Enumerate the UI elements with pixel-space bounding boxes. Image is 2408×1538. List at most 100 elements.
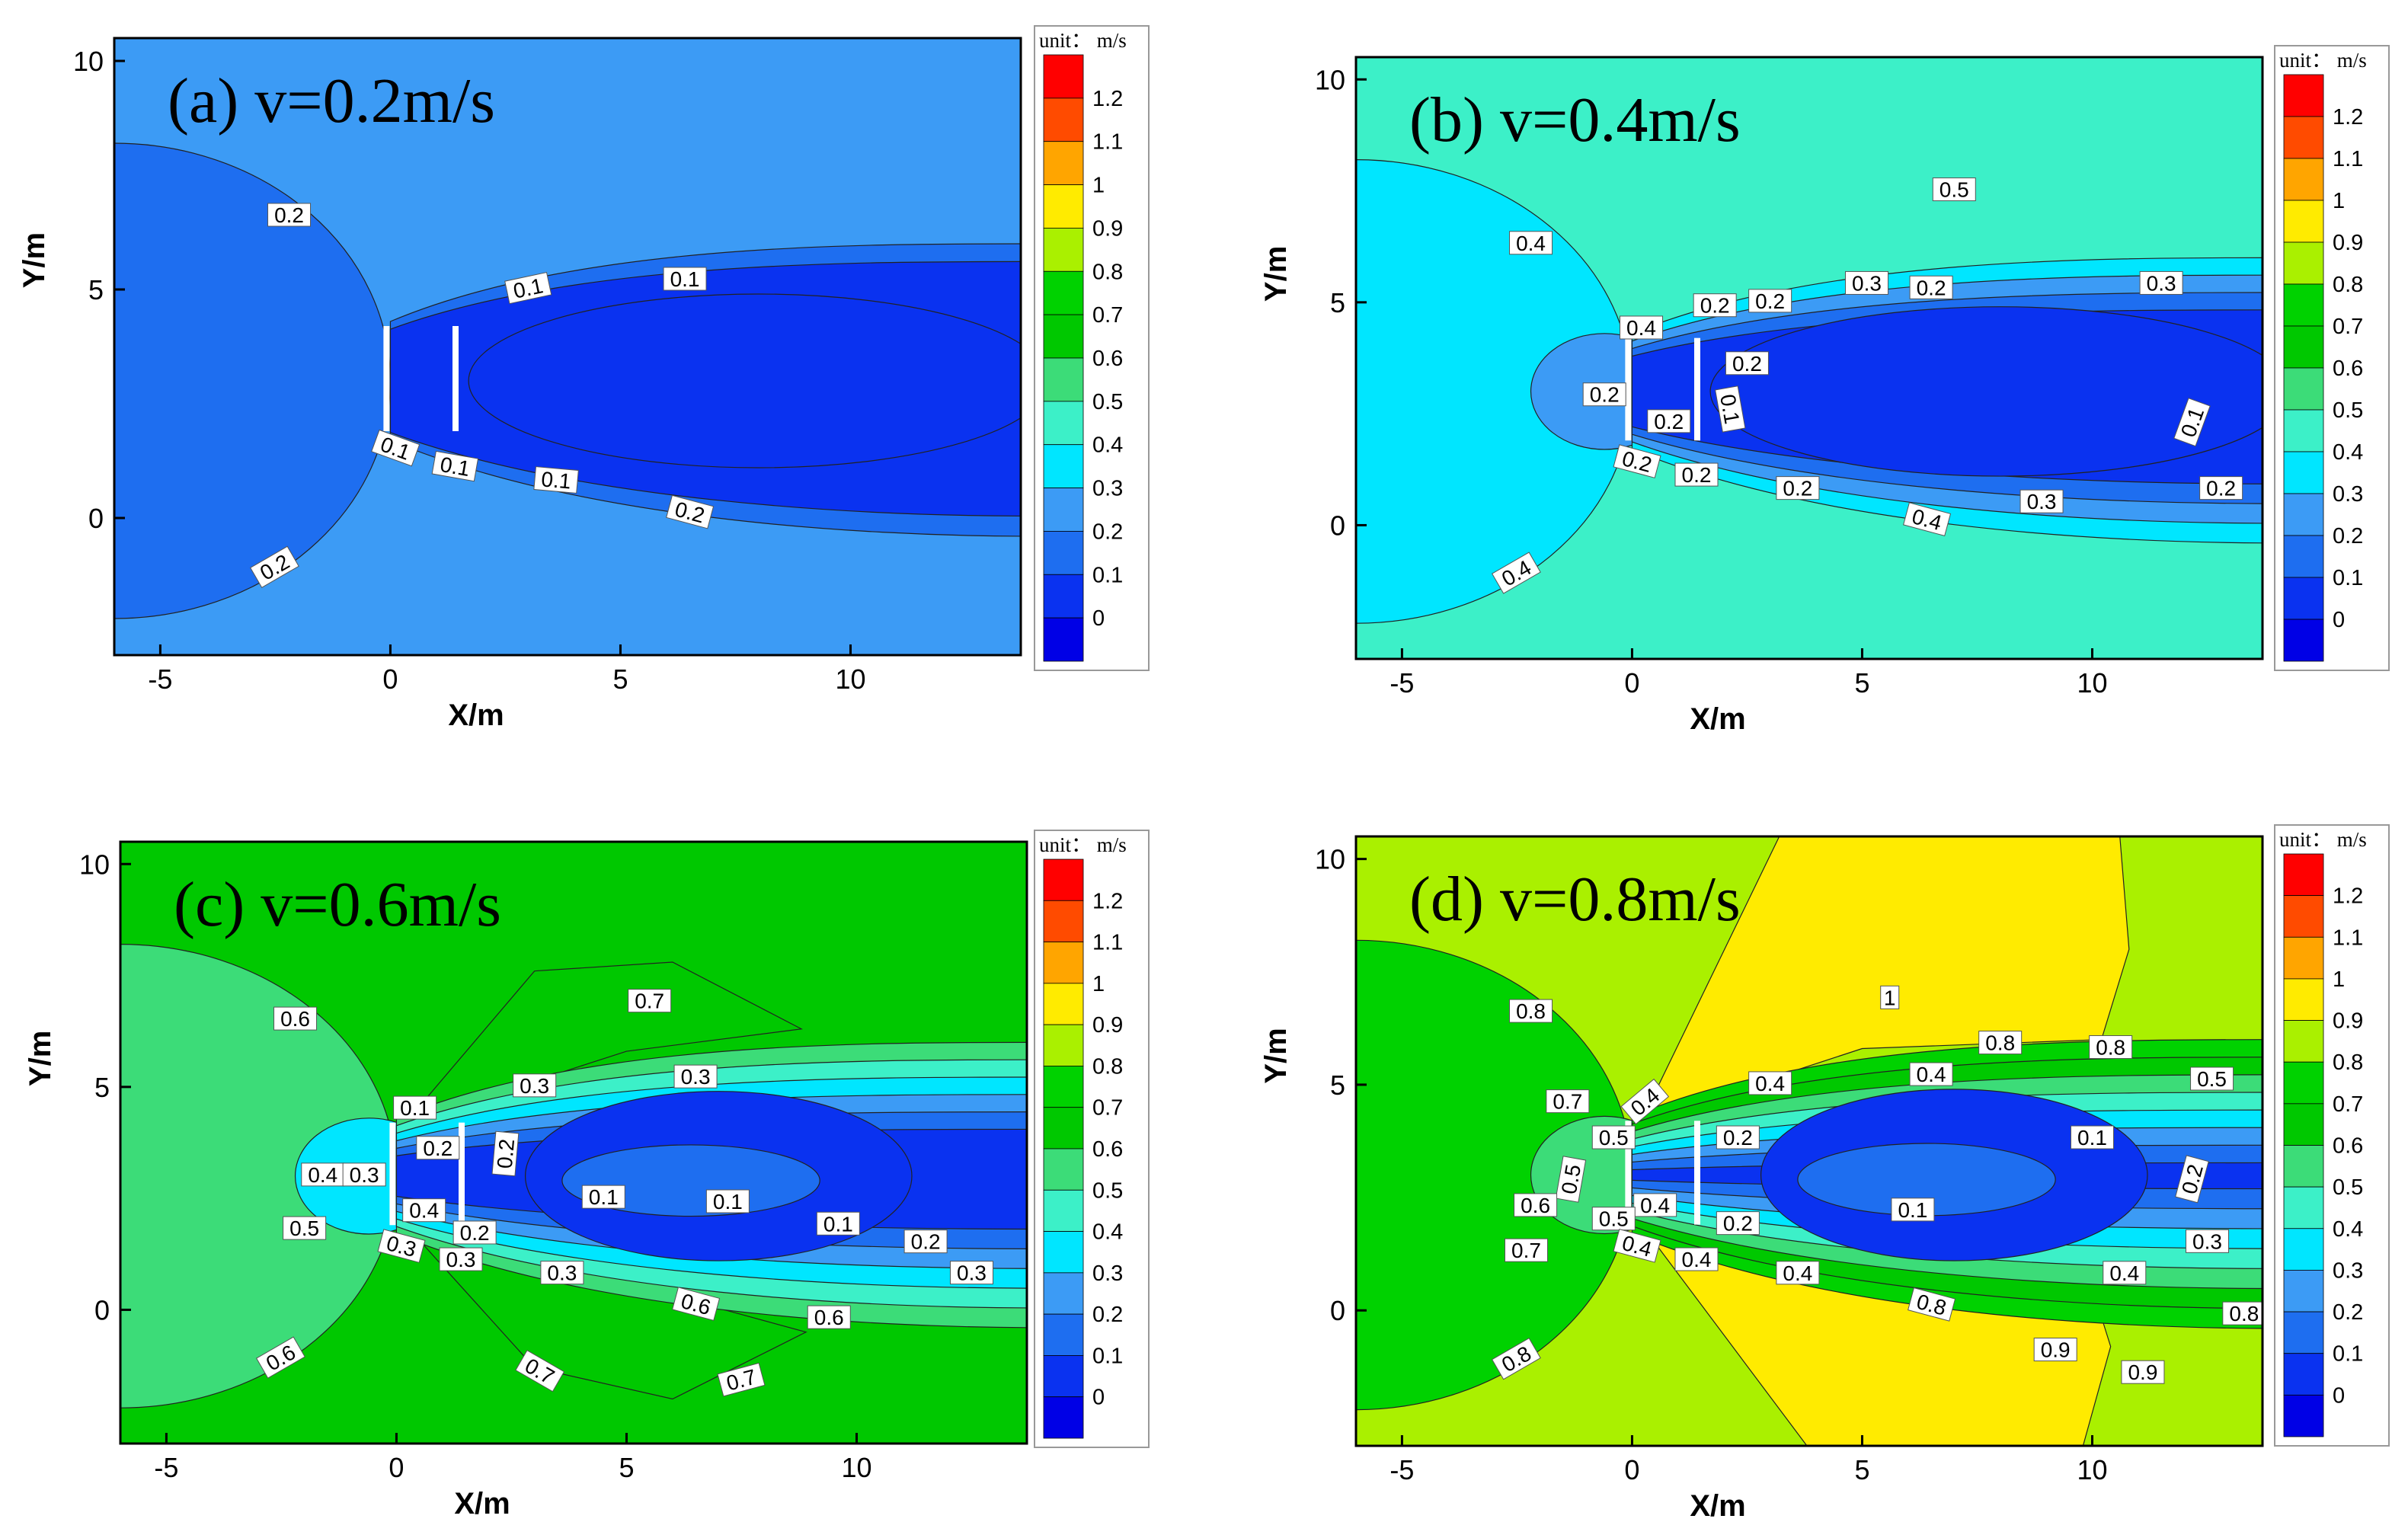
contour-label-box — [1715, 385, 1746, 433]
contour-label-text: 0.1 — [438, 452, 472, 481]
colorbar-swatch — [2283, 535, 2324, 578]
contour-label-text: 0.3 — [681, 1065, 711, 1089]
colorbar-swatch — [2283, 1394, 2324, 1437]
colorbar-swatch — [2283, 1145, 2324, 1188]
colorbar-swatch — [2283, 116, 2324, 159]
contour-label-text: 0.1 — [400, 1096, 430, 1120]
panel-b: 0.5 0.4 0.4 0.2 0.2 0.3 0.2 0.3 0.2 0.2 0.2 0.1 0.1 0… — [1259, 45, 2390, 736]
contour-label-text: 0.8 — [2229, 1302, 2259, 1325]
contour-label-text: 0.4 — [2109, 1261, 2139, 1285]
contour-label-box — [1491, 552, 1541, 594]
contour-label-text: 0.3 — [2192, 1229, 2222, 1253]
x-tick-label: -5 — [1389, 667, 1414, 699]
colorbar-tick-label: 0.7 — [2333, 1092, 2363, 1117]
colorbar-tick-label: 0.8 — [2333, 273, 2363, 297]
contour-label-box — [950, 1261, 994, 1285]
contour-label-text: 0.5 — [1599, 1207, 1629, 1231]
y-tick-label: 0 — [94, 1294, 110, 1325]
contour-label-box — [1620, 1078, 1670, 1125]
colorbar-tick-label: 1 — [2333, 967, 2345, 992]
colorbar-tick-label: 0.4 — [2333, 1217, 2363, 1242]
contour-label-box — [1505, 1238, 1549, 1262]
panel-title: (b) v=0.4m/s — [1409, 85, 1741, 155]
colorbar-tick-label: 0 — [2333, 1383, 2345, 1408]
colorbar-tick-label: 1 — [1092, 174, 1105, 198]
colorbar-tick-label: 1 — [2333, 189, 2345, 213]
contour-label-text: 0.3 — [446, 1248, 476, 1271]
colorbar-swatch — [2283, 1103, 2324, 1146]
panel-d: 10.80.8 0.80.7 0.4 0.4 0.4 0.50.5 0.2 0.10.5 0.2… — [1259, 824, 2390, 1523]
contour-label-box — [1633, 1193, 1677, 1217]
colorbar-tick-label: 0 — [1092, 1386, 1105, 1410]
contour-label: 0.4 — [1613, 1228, 1661, 1263]
contour-label-box — [504, 271, 552, 305]
contour-label-text: 0.3 — [350, 1163, 379, 1187]
colorbar-tick-label: 1.1 — [1092, 931, 1123, 955]
colorbar-tick-label: 0 — [1092, 606, 1105, 631]
contour-label-box — [2186, 1229, 2230, 1253]
colorbar-tick-label: 0.9 — [1092, 216, 1123, 241]
colorbar-swatch — [2283, 853, 2324, 897]
plot-frame — [1354, 56, 2264, 660]
y-tick-label: 5 — [94, 1072, 110, 1103]
colorbar-swatch — [2283, 936, 2324, 980]
contour-label-box — [1693, 293, 1737, 318]
contour-label-box — [283, 1216, 327, 1240]
colorbar-swatch — [2283, 1353, 2324, 1396]
contour-label-text: 0.2 — [423, 1137, 452, 1160]
contour-label: 0.2 — [249, 545, 299, 588]
contour-label-text: 0.3 — [1852, 271, 1882, 295]
rear-plate — [458, 1122, 465, 1226]
contour-label-box — [393, 1095, 437, 1120]
colorbar-swatch — [2283, 74, 2324, 117]
contour-label: 0.4 — [1748, 1071, 1792, 1095]
contour-label-text: 0.5 — [289, 1217, 319, 1240]
plot-area-d: 10.80.8 0.80.7 0.4 0.4 0.4 0.50.5 0.2 0.10.5 0.2… — [1356, 836, 2262, 1446]
x-axis-label: X/m — [448, 699, 504, 732]
x-tick-label: 10 — [2077, 1454, 2107, 1485]
contour-label: 0.4 — [301, 1162, 345, 1187]
contour-label-box — [1909, 1062, 1953, 1086]
contour-label-text: 0.8 — [2096, 1036, 2125, 1060]
contour-label: 0.1 — [705, 1189, 750, 1213]
colorbar-tick-label: 0.8 — [2333, 1050, 2363, 1075]
contour-label: 0.5 — [2190, 1066, 2234, 1091]
contour-label-text: 0.2 — [1723, 1126, 1753, 1150]
contour-label: 0.2 — [1776, 476, 1820, 500]
contour-label: 1 — [1880, 985, 1900, 1009]
colorbar-tick-label: 0.6 — [2333, 357, 2363, 381]
colorbar-tick-label: 0.9 — [2333, 231, 2363, 255]
contour-label-text: 0.4 — [1783, 1261, 1812, 1285]
contour-label: 0.1 — [504, 271, 552, 305]
x-tick-label: 0 — [382, 663, 398, 695]
colorbar-swatch — [1043, 1396, 1084, 1439]
contour-label-box — [2139, 270, 2183, 295]
rear-plate — [1693, 1121, 1700, 1225]
contour-label: 0.5 — [1932, 177, 1976, 202]
contour-label-text: 0.6 — [1521, 1194, 1550, 1217]
colorbar-tick-label: 1.2 — [1092, 889, 1123, 913]
contour-label: 0.2 — [267, 203, 312, 227]
contour-label-text: 0.8 — [1985, 1031, 2015, 1055]
contour-label: 0.5 — [1555, 1156, 1587, 1203]
contour-label-box — [1491, 1338, 1541, 1380]
contour-label-box — [416, 1136, 460, 1160]
colorbar-tick-label: 0.3 — [2333, 1258, 2363, 1283]
zone-wake-core — [468, 293, 1021, 468]
contour-label-box — [371, 429, 421, 467]
colorbar-swatch — [2283, 1270, 2324, 1313]
contour-label-text: 0.7 — [635, 990, 664, 1013]
contour-label-box — [2121, 1360, 2165, 1384]
colorbar-tick-label: 0.3 — [1092, 477, 1123, 501]
contour-label-text: 0.7 — [1553, 1090, 1582, 1114]
plot-frame — [119, 840, 1028, 1445]
contour-label: 0.3 — [2019, 489, 2064, 513]
contour-label: 0.7 — [717, 1362, 766, 1397]
colorbar-d: unit： m/s 1.2 1.1 1 0.9 0.8 0.7 0.6 0.5 0.4 0.3 0.2… — [2274, 824, 2390, 1447]
contour-label: 0.5 — [1591, 1125, 1636, 1150]
colorbar-c: unit： m/s 1.2 1.1 1 0.9 0.8 0.7 0.6 0.5 0.4 0.3 0.2… — [1034, 830, 1150, 1448]
colorbar-swatch — [1043, 859, 1084, 901]
contour-label-box — [1674, 1247, 1719, 1271]
contour-label-box — [1514, 1193, 1558, 1217]
contour-label-text: 0.1 — [540, 467, 571, 493]
